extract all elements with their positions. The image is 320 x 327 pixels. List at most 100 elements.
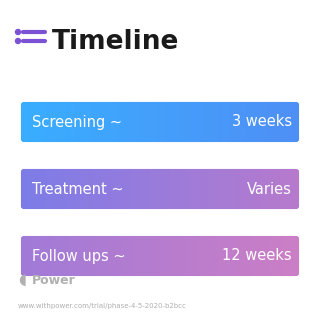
Bar xyxy=(210,95,212,149)
Bar xyxy=(121,229,123,283)
Bar xyxy=(246,229,248,283)
Bar xyxy=(219,162,220,216)
Bar xyxy=(243,162,245,216)
Bar xyxy=(144,229,146,283)
Bar xyxy=(178,95,180,149)
Bar xyxy=(17,95,19,149)
Bar xyxy=(235,162,236,216)
Bar xyxy=(249,162,251,216)
Bar xyxy=(205,229,207,283)
Bar xyxy=(230,162,232,216)
Bar xyxy=(42,229,44,283)
Bar xyxy=(294,162,296,216)
Bar xyxy=(261,95,263,149)
Bar xyxy=(281,229,283,283)
Bar xyxy=(122,95,124,149)
Bar xyxy=(265,95,267,149)
Bar xyxy=(211,162,213,216)
Bar xyxy=(293,162,295,216)
Bar xyxy=(61,95,63,149)
Bar xyxy=(62,95,64,149)
Bar xyxy=(259,95,261,149)
Bar xyxy=(296,95,298,149)
Bar xyxy=(27,162,29,216)
Bar xyxy=(119,162,121,216)
Bar xyxy=(210,229,212,283)
Bar xyxy=(81,162,83,216)
Bar xyxy=(52,229,54,283)
Bar xyxy=(199,229,201,283)
Bar xyxy=(221,95,223,149)
Bar xyxy=(227,229,229,283)
Bar xyxy=(264,162,266,216)
Bar xyxy=(223,229,225,283)
Bar xyxy=(59,95,61,149)
Bar xyxy=(96,95,98,149)
Bar xyxy=(46,95,48,149)
Bar xyxy=(78,95,80,149)
Bar xyxy=(289,162,291,216)
Bar xyxy=(102,95,104,149)
Bar xyxy=(119,95,121,149)
Bar xyxy=(110,229,112,283)
Bar xyxy=(233,229,235,283)
Bar xyxy=(97,95,99,149)
Bar xyxy=(300,162,302,216)
Bar xyxy=(195,95,197,149)
Bar xyxy=(92,162,93,216)
Bar xyxy=(201,229,203,283)
Bar xyxy=(116,162,118,216)
Bar xyxy=(207,162,209,216)
Bar xyxy=(138,229,140,283)
Bar xyxy=(204,162,206,216)
Bar xyxy=(145,229,148,283)
Bar xyxy=(255,95,257,149)
Bar xyxy=(303,95,305,149)
Bar xyxy=(121,95,123,149)
Bar xyxy=(45,95,47,149)
Bar xyxy=(274,229,276,283)
Bar xyxy=(249,229,251,283)
Bar xyxy=(195,162,197,216)
Bar xyxy=(131,162,133,216)
Bar xyxy=(233,95,235,149)
Text: Screening ~: Screening ~ xyxy=(32,114,122,129)
Bar xyxy=(236,162,238,216)
Bar xyxy=(24,229,26,283)
Bar xyxy=(26,95,28,149)
Text: Timeline: Timeline xyxy=(52,29,180,55)
Text: Power: Power xyxy=(32,273,76,286)
Bar xyxy=(201,162,203,216)
Bar xyxy=(43,162,45,216)
Bar xyxy=(157,229,159,283)
Bar xyxy=(105,162,107,216)
Bar xyxy=(33,229,35,283)
Bar xyxy=(258,229,260,283)
Bar xyxy=(129,162,131,216)
Bar xyxy=(271,95,273,149)
Bar xyxy=(269,95,271,149)
Bar xyxy=(18,95,20,149)
Bar xyxy=(283,229,284,283)
Bar xyxy=(31,162,34,216)
Bar xyxy=(170,95,172,149)
Bar xyxy=(105,95,107,149)
Bar xyxy=(226,95,228,149)
Bar xyxy=(15,95,17,149)
Bar xyxy=(268,95,270,149)
Bar xyxy=(122,162,124,216)
Bar xyxy=(43,95,45,149)
Bar xyxy=(240,229,242,283)
Bar xyxy=(125,229,127,283)
Bar xyxy=(113,162,115,216)
Bar xyxy=(294,229,296,283)
Bar xyxy=(185,162,187,216)
Text: Treatment ~: Treatment ~ xyxy=(32,181,124,197)
Bar xyxy=(182,162,184,216)
Bar xyxy=(148,229,150,283)
Bar xyxy=(268,229,270,283)
Bar xyxy=(74,162,76,216)
Bar xyxy=(65,162,67,216)
Bar xyxy=(289,95,291,149)
Bar xyxy=(40,95,42,149)
